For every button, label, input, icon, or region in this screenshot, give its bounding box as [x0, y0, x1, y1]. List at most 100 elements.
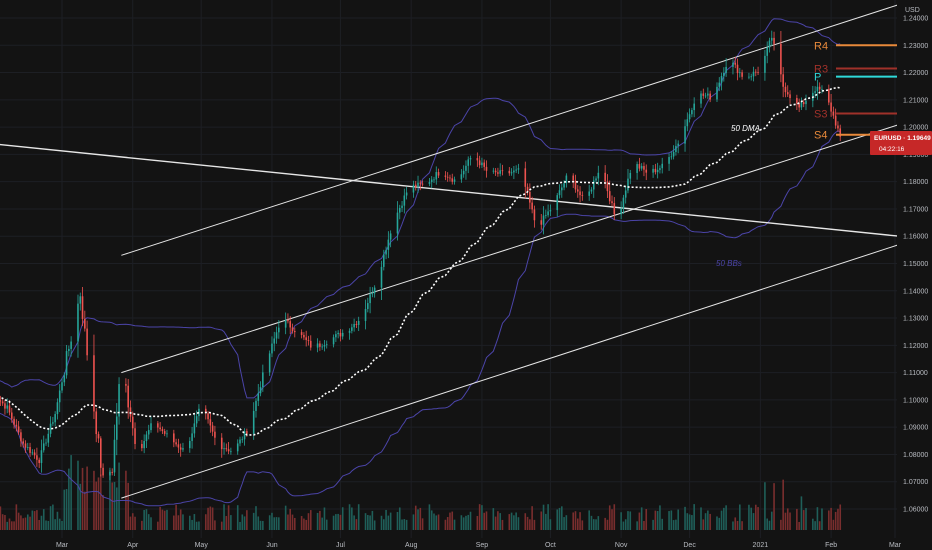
candle-body	[115, 416, 118, 440]
bollinger-bands	[0, 18, 841, 507]
candle-body	[643, 166, 645, 170]
candle-body	[839, 128, 842, 137]
y-tick-label: 1.13000	[903, 316, 928, 323]
volume-bar	[608, 505, 611, 530]
candle-body	[419, 182, 422, 184]
volume-bar	[515, 512, 517, 530]
trendline-downtrend[interactable]	[0, 143, 900, 237]
x-tick-label: Feb	[825, 542, 837, 549]
candle-body	[47, 433, 50, 443]
candle-body	[177, 444, 180, 448]
time-axis[interactable]: Mar Apr May Jun Jul Aug Sep Oct Nov Dec 2021 Feb Mar	[0, 538, 932, 550]
candle-body	[223, 448, 225, 450]
volume-bar	[259, 520, 262, 530]
candle-body	[81, 296, 84, 319]
volume-bar	[56, 511, 59, 530]
candle-body	[588, 191, 590, 196]
volume-bar	[572, 512, 575, 530]
volume-bar	[214, 520, 216, 530]
volume-bar	[273, 517, 276, 530]
volume-bar	[732, 521, 734, 530]
volume-bar	[476, 516, 479, 530]
volume-bar	[77, 460, 79, 530]
volume-bar	[451, 511, 454, 530]
volume-bar	[220, 521, 223, 530]
candle-body	[656, 169, 659, 173]
candle-body	[814, 91, 816, 93]
volume-bar	[716, 516, 718, 530]
volume-bar	[26, 514, 29, 530]
candle-body	[166, 433, 168, 435]
trendline-lower-channel[interactable]	[121, 243, 900, 499]
volume-bar	[150, 517, 152, 530]
candle-body	[433, 179, 435, 181]
candle-body	[579, 191, 581, 196]
volume-bar	[305, 519, 307, 530]
volume-bar	[13, 521, 15, 530]
candle-body	[764, 55, 766, 73]
volume-bar	[529, 519, 531, 530]
volume-bar	[351, 507, 353, 530]
candle-body	[773, 37, 775, 44]
currency-label: USD	[905, 7, 920, 14]
candle-body	[257, 393, 260, 401]
price-axis[interactable]: USD 1.24000 1.23000 1.22000 1.21000 1.20000 1…	[897, 0, 932, 538]
volume-bar	[643, 520, 645, 530]
candle-body	[198, 408, 200, 417]
volume-bar	[70, 455, 72, 530]
candle-body	[780, 43, 782, 75]
candle-body	[515, 169, 517, 171]
candle-body	[830, 102, 832, 112]
volume-bar	[561, 506, 563, 530]
volume-bar	[629, 511, 632, 530]
volume-bar	[834, 511, 837, 530]
volume-bar	[42, 509, 45, 530]
candle-body	[193, 423, 196, 434]
candle-body	[592, 180, 595, 190]
volume-bar	[684, 506, 686, 530]
volume-bar	[453, 519, 456, 530]
candle-body	[700, 93, 702, 104]
candle-body	[236, 443, 239, 452]
volume-bar	[227, 505, 230, 530]
candle-body	[22, 441, 25, 444]
candle-body	[52, 422, 54, 424]
volume-bar	[15, 504, 18, 530]
candle-body	[141, 443, 143, 449]
candle-body	[465, 165, 467, 171]
volume-bar	[209, 506, 212, 530]
volume-bar	[24, 517, 27, 530]
candle-body	[332, 337, 335, 345]
volume-bar	[656, 511, 659, 530]
volume-bar	[499, 513, 501, 530]
candle-body	[351, 327, 353, 331]
volume-bar	[385, 509, 387, 530]
volume-bar	[579, 512, 581, 530]
candle-body	[396, 212, 399, 234]
candle-body	[58, 390, 61, 403]
candle-body	[380, 266, 383, 288]
candle-body	[24, 443, 27, 448]
volume-bar	[636, 521, 638, 530]
candle-body	[517, 168, 520, 170]
candle-body	[157, 423, 159, 428]
trendline-mid-channel[interactable]	[121, 123, 900, 374]
candle-body	[129, 407, 132, 417]
candle-body	[529, 191, 531, 203]
volume-bar	[449, 512, 451, 530]
volume-bar	[257, 516, 260, 530]
candle-body	[56, 402, 59, 415]
y-tick-label: 1.24000	[903, 16, 928, 23]
volume-bar	[159, 506, 161, 530]
grid	[0, 0, 897, 538]
candle-body	[597, 172, 600, 179]
volume-bar	[291, 514, 294, 530]
candle-body	[150, 423, 152, 431]
volume-bar	[255, 506, 257, 530]
candle-body	[460, 174, 463, 180]
volume-bar	[278, 517, 280, 530]
candle-body	[364, 308, 367, 321]
candle-body	[252, 410, 255, 435]
candle-body	[33, 452, 36, 456]
